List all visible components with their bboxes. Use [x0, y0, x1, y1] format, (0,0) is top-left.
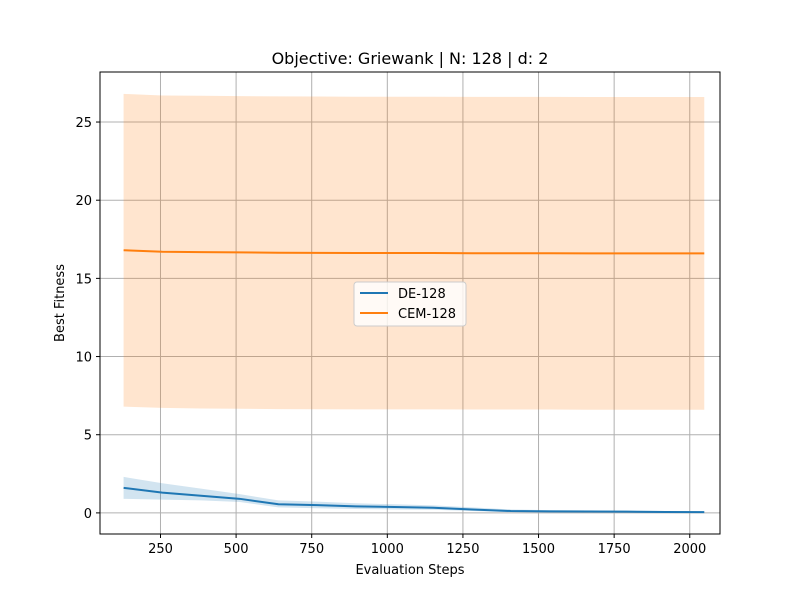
- chart-title: Objective: Griewank | N: 128 | d: 2: [272, 49, 549, 68]
- x-tick-label: 2000: [673, 542, 706, 557]
- y-tick-label: 5: [84, 429, 92, 444]
- grid: [100, 72, 720, 534]
- legend: DE-128 CEM-128: [353, 281, 467, 327]
- x-tick-label: 750: [299, 542, 324, 557]
- y-tick-label: 20: [75, 194, 92, 209]
- y-axis-ticks: 0 5 10 15 20 25: [75, 116, 100, 522]
- x-axis-label: Evaluation Steps: [355, 563, 464, 578]
- x-axis-ticks: 250 500 750 1000 1250 1500 1750 2000: [148, 534, 706, 557]
- y-tick-label: 0: [84, 507, 92, 522]
- series-lines: [123, 249, 705, 514]
- y-axis-label: Best Fitness: [53, 264, 68, 342]
- x-tick-label: 1000: [371, 542, 404, 557]
- x-tick-label: 1250: [446, 542, 479, 557]
- x-tick-label: 250: [148, 542, 173, 557]
- legend-label-de-128: DE-128: [398, 287, 446, 302]
- cem-128-line: [123, 249, 705, 255]
- cem-128-band: [123, 93, 705, 410]
- y-tick-label: 25: [75, 116, 92, 131]
- y-tick-label: 15: [75, 272, 92, 287]
- x-tick-label: 1750: [598, 542, 631, 557]
- x-tick-label: 1500: [522, 542, 555, 557]
- plot-frame: [99, 71, 721, 535]
- x-tick-label: 500: [224, 542, 249, 557]
- legend-label-cem-128: CEM-128: [398, 307, 456, 322]
- de-128-line: [123, 486, 705, 514]
- y-tick-label: 10: [75, 351, 92, 366]
